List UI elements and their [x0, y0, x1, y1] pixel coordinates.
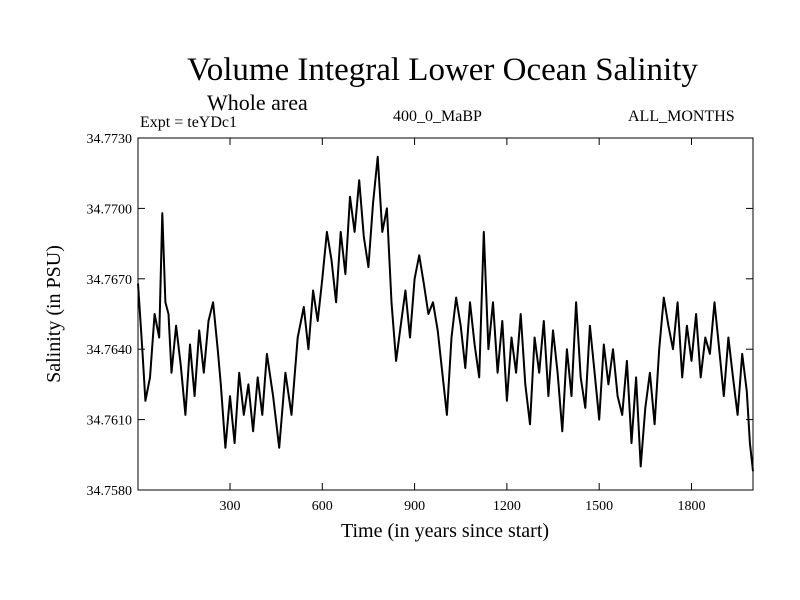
y-axis-label: Salinity (in PSU): [43, 245, 65, 383]
x-axis: 300 600 900 1200 1500 1800: [219, 138, 705, 514]
y-axis: 34.7580 34.7610 34.7640 34.7670 34.7700 34.77…: [87, 132, 753, 499]
x-tick-label: 900: [404, 499, 425, 514]
y-tick-label: 34.7610: [87, 414, 133, 429]
chart-subtitle: Whole area: [207, 90, 308, 115]
chart-title: Volume Integral Lower Ocean Salinity: [187, 52, 698, 88]
months-label: ALL_MONTHS: [628, 108, 735, 125]
x-tick-label: 1200: [493, 499, 521, 514]
y-tick-label: 34.7580: [87, 484, 133, 499]
x-axis-label: Time (in years since start): [341, 520, 549, 542]
x-tick-label: 600: [312, 499, 333, 514]
x-tick-label: 1800: [677, 499, 705, 514]
salinity-series-line: [137, 155, 754, 472]
y-tick-label: 34.7730: [87, 132, 133, 147]
x-tick-label: 300: [219, 499, 240, 514]
y-tick-label: 34.7670: [87, 273, 133, 288]
x-tick-label: 1500: [585, 499, 613, 514]
plot-frame: [137, 137, 754, 491]
period-label: 400_0_MaBP: [393, 108, 482, 125]
experiment-label: Expt = teYDc1: [140, 114, 237, 131]
y-tick-label: 34.7640: [87, 343, 133, 358]
y-tick-label: 34.7700: [87, 202, 133, 217]
